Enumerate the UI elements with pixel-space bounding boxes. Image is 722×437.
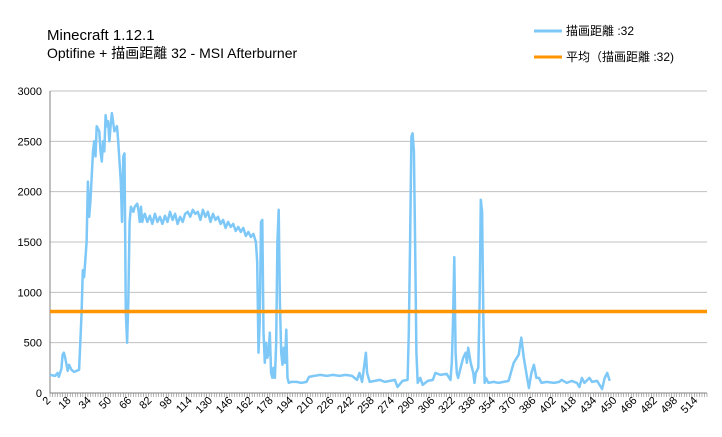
x-tick-label: 258 bbox=[355, 395, 376, 416]
x-tick-label: 178 bbox=[254, 395, 275, 416]
x-tick-label: 466 bbox=[618, 395, 639, 416]
x-tick-label: 130 bbox=[194, 395, 215, 416]
x-tick-label: 498 bbox=[659, 395, 680, 416]
x-axis-ticks: 2 18 34 50 66 82 98 114130146162178194210226242… bbox=[41, 393, 708, 416]
x-tick-label: 50 bbox=[97, 395, 114, 412]
x-tick-label: 98 bbox=[158, 395, 175, 412]
y-tick-label: 0 bbox=[36, 388, 42, 400]
plot-area bbox=[49, 111, 707, 391]
x-tick-label: 66 bbox=[117, 395, 134, 412]
legend-label-average: 平均（描画距離 :32) bbox=[566, 50, 674, 64]
x-tick-label: 210 bbox=[295, 395, 316, 416]
gridlines bbox=[49, 90, 707, 394]
x-tick-label: 370 bbox=[497, 395, 518, 416]
y-tick-label: 3000 bbox=[18, 86, 42, 98]
x-tick-label: 386 bbox=[517, 395, 538, 416]
y-tick-label: 2000 bbox=[18, 187, 42, 199]
x-tick-label: 114 bbox=[174, 395, 195, 416]
x-tick-label: 162 bbox=[234, 395, 255, 416]
x-tick-label: 338 bbox=[456, 395, 477, 416]
x-tick-label: 274 bbox=[376, 395, 397, 416]
x-tick-label: 434 bbox=[578, 395, 599, 416]
legend-label-series: 描画距離 :32 bbox=[566, 24, 634, 38]
x-tick-label: 354 bbox=[477, 395, 498, 416]
series-line-render-distance bbox=[49, 111, 611, 391]
x-tick-label: 242 bbox=[335, 395, 356, 416]
chart-title: Minecraft 1.12.1 bbox=[47, 27, 155, 44]
chart-subtitle: Optifine + 描画距離 32 - MSI Afterburner bbox=[47, 45, 297, 61]
x-tick-label: 2 bbox=[41, 395, 54, 408]
x-tick-label: 450 bbox=[598, 395, 619, 416]
y-tick-label: 1000 bbox=[18, 287, 42, 299]
y-tick-label: 1500 bbox=[18, 237, 42, 249]
x-tick-label: 82 bbox=[137, 395, 154, 412]
x-tick-label: 322 bbox=[436, 395, 457, 416]
x-tick-label: 482 bbox=[638, 395, 659, 416]
x-tick-label: 194 bbox=[275, 395, 296, 416]
x-tick-label: 418 bbox=[558, 395, 579, 416]
y-tick-label: 2500 bbox=[18, 136, 42, 148]
legend: 描画距離 :32 平均（描画距離 :32) bbox=[534, 24, 674, 64]
y-tick-label: 500 bbox=[24, 338, 42, 350]
x-tick-label: 34 bbox=[77, 395, 94, 412]
y-axis-ticks: 0 500 1000 1500 2000 2500 3000 bbox=[18, 86, 42, 400]
x-tick-label: 18 bbox=[56, 395, 73, 412]
x-tick-label: 514 bbox=[679, 395, 700, 416]
x-tick-label: 290 bbox=[396, 395, 417, 416]
x-tick-label: 146 bbox=[214, 395, 235, 416]
x-tick-label: 226 bbox=[315, 395, 336, 416]
x-tick-label: 402 bbox=[537, 395, 558, 416]
x-tick-label: 306 bbox=[416, 395, 437, 416]
